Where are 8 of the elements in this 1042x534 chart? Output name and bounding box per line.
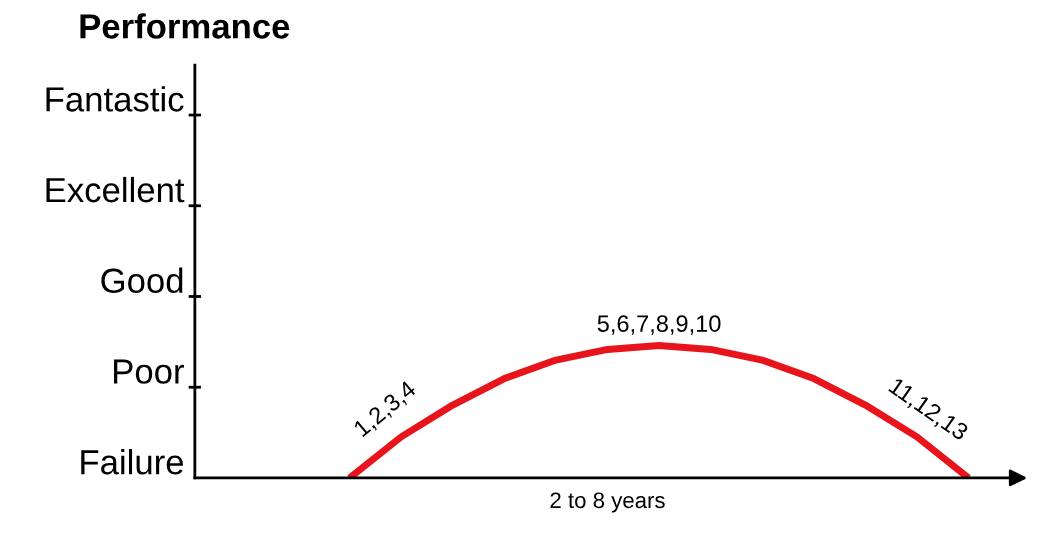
text: Excellent bbox=[46, 176, 185, 203]
text: Performance bbox=[80, 13, 290, 39]
text: Good bbox=[101, 267, 183, 294]
text: Poor bbox=[114, 359, 184, 384]
text: 5,6,7,8,9,10 bbox=[597, 315, 721, 335]
text: Fantastic bbox=[46, 86, 184, 112]
text: Failure bbox=[81, 449, 183, 475]
x-axis-title: 2 to 8 years bbox=[550, 492, 665, 513]
